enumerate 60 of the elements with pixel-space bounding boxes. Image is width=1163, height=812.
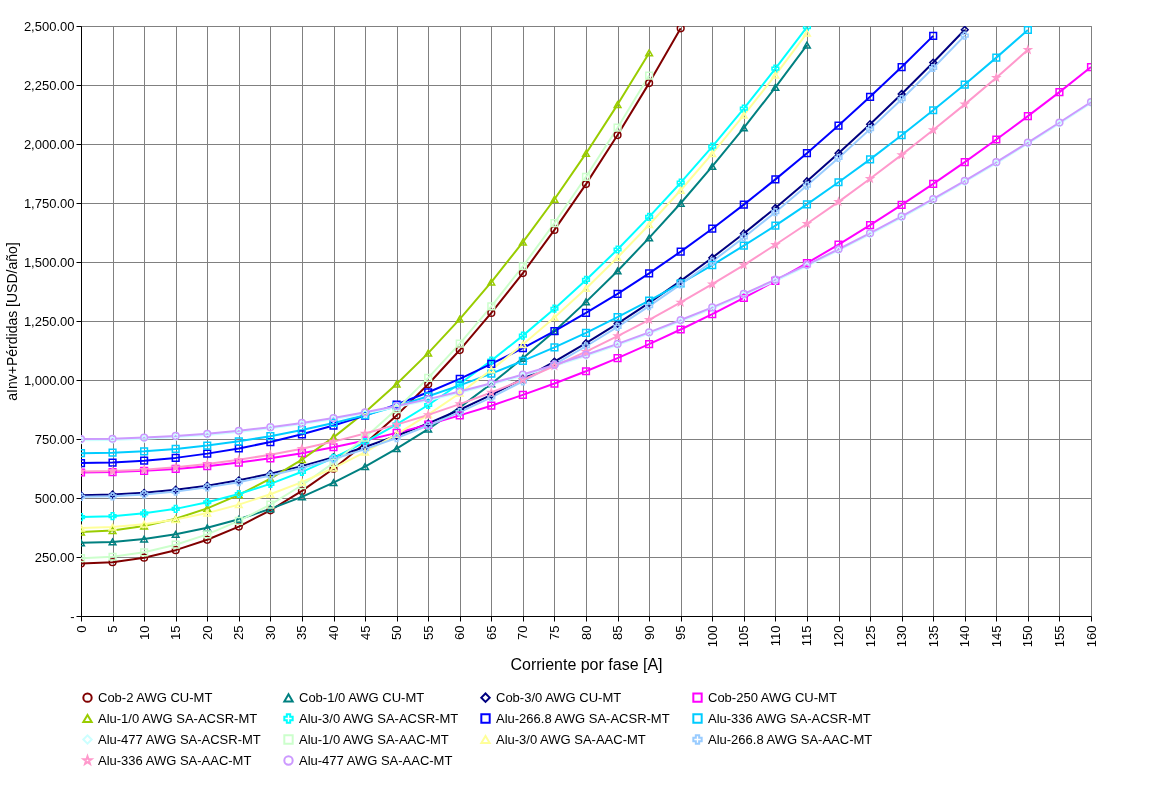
legend-label: Alu-336 AWG SA-ACSR-MT bbox=[708, 710, 871, 726]
legend-label: Alu-3/0 AWG SA-AAC-MT bbox=[496, 731, 646, 747]
legend-label: Cob-250 AWG CU-MT bbox=[708, 689, 837, 705]
x-tick-label: 35 bbox=[294, 625, 310, 640]
x-tick-label: 90 bbox=[641, 625, 657, 640]
legend-label: Alu-266.8 AWG SA-AAC-MT bbox=[708, 731, 873, 747]
y-tick-label: - bbox=[70, 608, 75, 624]
x-tick-label: 75 bbox=[546, 625, 562, 640]
x-tick-label: 15 bbox=[168, 625, 184, 640]
y-tick-label: 1,500.00 bbox=[23, 254, 75, 270]
legend-label: Alu-477 AWG SA-ACSR-MT bbox=[98, 731, 261, 747]
x-tick-label: 100 bbox=[704, 625, 720, 648]
y-tick-label: 500.00 bbox=[34, 490, 75, 506]
x-tick-label: 125 bbox=[862, 625, 878, 648]
y-tick-label: 750.00 bbox=[34, 431, 75, 447]
x-tick-label: 5 bbox=[105, 625, 121, 633]
legend-label: Alu-477 AWG SA-AAC-MT bbox=[299, 752, 453, 768]
x-tick-label: 40 bbox=[326, 625, 341, 640]
y-axis-title: aInv+Pérdidas [USD/año] bbox=[3, 242, 20, 401]
x-tick-label: 95 bbox=[673, 625, 689, 640]
legend-label: Alu-1/0 AWG SA-ACSR-MT bbox=[98, 710, 258, 726]
x-tick-label: 10 bbox=[136, 625, 152, 640]
x-tick-label: 120 bbox=[831, 625, 846, 648]
x-tick-label: 45 bbox=[357, 625, 373, 640]
x-tick-label: 85 bbox=[610, 625, 626, 640]
x-tick-label: 150 bbox=[1020, 625, 1036, 648]
x-tick-label: 0 bbox=[73, 625, 89, 633]
y-tick-label: 1,000.00 bbox=[23, 372, 75, 388]
x-tick-label: 130 bbox=[894, 625, 910, 648]
x-tick-label: 25 bbox=[231, 625, 247, 640]
x-tick-label: 70 bbox=[515, 625, 531, 640]
x-tick-label: 20 bbox=[199, 625, 215, 640]
x-tick-label: 80 bbox=[578, 625, 594, 640]
legend-label: Alu-336 AWG SA-AAC-MT bbox=[98, 752, 252, 768]
y-tick-label: 1,750.00 bbox=[23, 195, 75, 211]
x-tick-label: 50 bbox=[389, 625, 405, 640]
y-tick-label: 250.00 bbox=[34, 549, 75, 565]
x-tick-label: 30 bbox=[262, 625, 278, 640]
legend-label: Alu-3/0 AWG SA-ACSR-MT bbox=[299, 710, 459, 726]
legend-label: Alu-266.8 AWG SA-ACSR-MT bbox=[496, 710, 670, 726]
x-tick-label: 135 bbox=[925, 625, 941, 648]
y-tick-label: 2,000.00 bbox=[23, 136, 75, 152]
legend-label: Cob-3/0 AWG CU-MT bbox=[496, 689, 622, 705]
x-tick-label: 105 bbox=[736, 625, 752, 648]
legend-label: Cob-1/0 AWG CU-MT bbox=[299, 689, 425, 705]
x-tick-label: 160 bbox=[1083, 625, 1099, 648]
x-tick-label: 65 bbox=[483, 625, 499, 640]
x-tick-label: 55 bbox=[420, 625, 436, 640]
y-tick-label: 2,250.00 bbox=[23, 77, 75, 93]
x-tick-label: 60 bbox=[452, 625, 468, 640]
x-tick-label: 140 bbox=[957, 625, 973, 648]
legend-label: Cob-2 AWG CU-MT bbox=[98, 689, 213, 705]
y-tick-label: 1,250.00 bbox=[23, 313, 75, 329]
x-tick-label: 115 bbox=[799, 625, 815, 647]
x-tick-label: 155 bbox=[1051, 625, 1067, 648]
y-tick-label: 2,500.00 bbox=[23, 18, 75, 34]
x-axis-title: Corriente por fase [A] bbox=[510, 656, 663, 674]
x-tick-label: 110 bbox=[767, 625, 783, 647]
x-tick-label: 145 bbox=[988, 625, 1004, 648]
legend-label: Alu-1/0 AWG SA-AAC-MT bbox=[299, 731, 449, 747]
